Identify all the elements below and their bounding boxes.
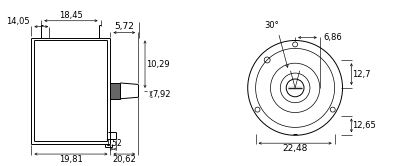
Bar [110, 83, 120, 99]
Text: 20,62: 20,62 [112, 155, 136, 164]
Text: 10,29: 10,29 [146, 60, 170, 69]
Text: 14,05: 14,05 [6, 17, 30, 26]
Text: 12,7: 12,7 [352, 70, 371, 79]
Text: 6,86: 6,86 [324, 33, 342, 42]
Text: 1,52: 1,52 [105, 139, 122, 148]
Text: 22,48: 22,48 [282, 144, 308, 153]
Text: 7,92: 7,92 [152, 90, 170, 99]
Text: 19,81: 19,81 [59, 155, 83, 164]
Text: 18,45: 18,45 [59, 11, 83, 20]
Text: 30°: 30° [264, 21, 279, 30]
Text: 5,72: 5,72 [114, 22, 134, 31]
Text: 12,65: 12,65 [352, 121, 376, 130]
